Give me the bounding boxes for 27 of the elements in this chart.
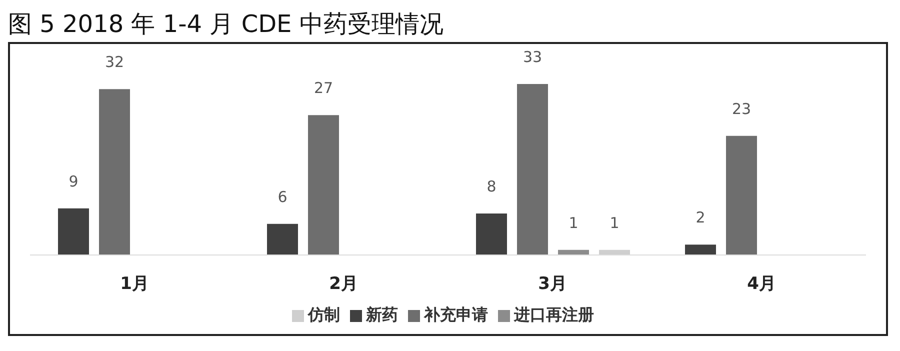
x-tick-label: 2月 (329, 274, 358, 294)
bar (476, 214, 507, 255)
legend-label: 仿制 (308, 305, 340, 324)
data-label: 27 (314, 79, 334, 98)
data-label: 2 (696, 208, 706, 227)
x-tick-label: 1月 (120, 274, 149, 294)
bar (58, 208, 89, 255)
data-label: 8 (486, 178, 496, 196)
bar (517, 84, 548, 255)
data-label: 1 (568, 214, 578, 232)
data-label: 32 (104, 53, 124, 72)
bar (267, 224, 298, 255)
x-tick-label: 3月 (538, 274, 567, 294)
legend-label: 补充申请 (424, 305, 488, 324)
data-label: 9 (68, 172, 78, 190)
bar (308, 115, 339, 255)
data-label: 33 (522, 48, 542, 66)
data-label: 23 (732, 100, 752, 118)
bar (685, 244, 716, 255)
x-tick-label: 4月 (747, 274, 776, 294)
data-label: 6 (278, 188, 288, 206)
bar (726, 136, 757, 255)
bar (99, 89, 130, 255)
chart-title: 图 5 2018 年 1-4 月 CDE 中药受理情况 (8, 9, 444, 40)
legend-label: 新药 (366, 305, 398, 324)
data-label: 1 (610, 214, 620, 232)
legend-label: 进口再注册 (514, 305, 594, 324)
